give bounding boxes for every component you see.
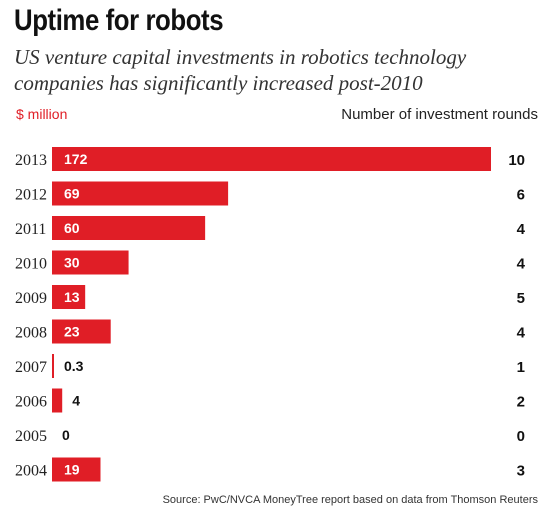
year-label: 2012 [15, 187, 47, 204]
rounds-label: 4 [517, 325, 526, 342]
value-label: 4 [72, 393, 80, 409]
bar [52, 319, 111, 344]
year-label: 2006 [15, 394, 47, 411]
bar [52, 181, 229, 206]
rounds-column-label: Number of investment rounds [341, 106, 538, 123]
rounds-label: 6 [517, 187, 525, 204]
year-label: 2008 [15, 325, 47, 342]
bar [52, 285, 86, 309]
value-unit-label: $ million [16, 106, 68, 122]
bar [52, 388, 63, 413]
bar [52, 216, 206, 240]
value-label: 19 [64, 462, 80, 478]
bar [52, 250, 129, 275]
chart-title: Uptime for robots [14, 4, 224, 37]
year-label: 2009 [15, 290, 47, 307]
rounds-label: 3 [517, 463, 525, 480]
value-label: 23 [64, 324, 80, 340]
year-label: 2007 [15, 359, 47, 376]
bar [52, 457, 101, 482]
value-label: 0 [62, 427, 70, 443]
rounds-label: 5 [517, 290, 525, 307]
rounds-label: 1 [517, 359, 525, 376]
bar [52, 354, 54, 378]
year-label: 2013 [15, 152, 47, 169]
rounds-label: 4 [517, 256, 526, 273]
value-label: 172 [64, 151, 88, 167]
value-label: 13 [64, 289, 80, 305]
rounds-label: 10 [508, 152, 525, 169]
source-note: Source: PwC/NVCA MoneyTree report based … [162, 494, 538, 506]
year-label: 2011 [15, 221, 46, 238]
value-label: 30 [64, 255, 80, 271]
rounds-label: 0 [517, 428, 525, 445]
year-label: 2010 [15, 256, 47, 273]
chart-subtitle: US venture capital investments in roboti… [14, 45, 467, 95]
rounds-label: 2 [517, 394, 525, 411]
bar [52, 147, 491, 171]
value-label: 60 [64, 220, 80, 236]
rounds-label: 4 [517, 221, 526, 238]
value-label: 0.3 [64, 358, 84, 374]
year-label: 2005 [15, 428, 47, 445]
year-label: 2004 [15, 463, 47, 480]
value-label: 69 [64, 186, 80, 202]
